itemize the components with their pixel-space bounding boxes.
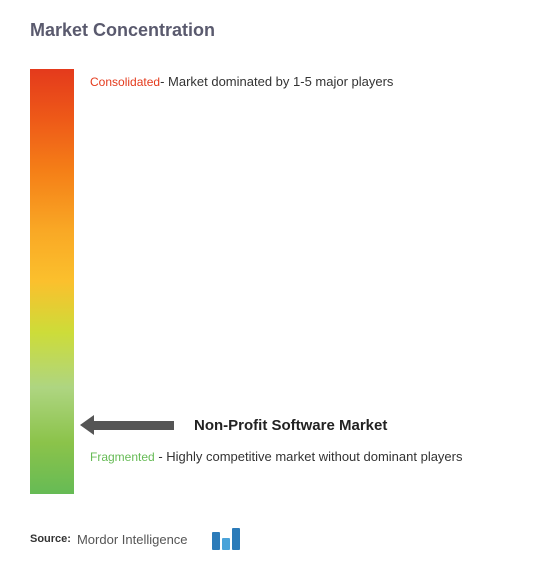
fragmented-description: - Highly competitive market without domi…: [155, 449, 463, 464]
mordor-logo-icon: [212, 528, 240, 550]
consolidated-label: Consolidated- Market dominated by 1-5 ma…: [90, 73, 393, 91]
arrow-left-icon: [80, 415, 174, 435]
fragmented-keyword: Fragmented: [90, 450, 155, 464]
consolidated-description: - Market dominated by 1-5 major players: [160, 74, 393, 89]
fragmented-label: Fragmented - Highly competitive market w…: [90, 447, 463, 468]
source-footer: Source: Mordor Intelligence: [30, 528, 240, 550]
source-value: Mordor Intelligence: [77, 532, 188, 547]
concentration-chart: Consolidated- Market dominated by 1-5 ma…: [30, 69, 511, 499]
gradient-bar: [30, 69, 74, 494]
source-label: Source:: [30, 533, 71, 545]
market-name-label: Non-Profit Software Market: [194, 417, 387, 434]
market-position-marker: Non-Profit Software Market: [80, 415, 387, 435]
consolidated-keyword: Consolidated: [90, 75, 160, 89]
page-title: Market Concentration: [30, 20, 511, 41]
